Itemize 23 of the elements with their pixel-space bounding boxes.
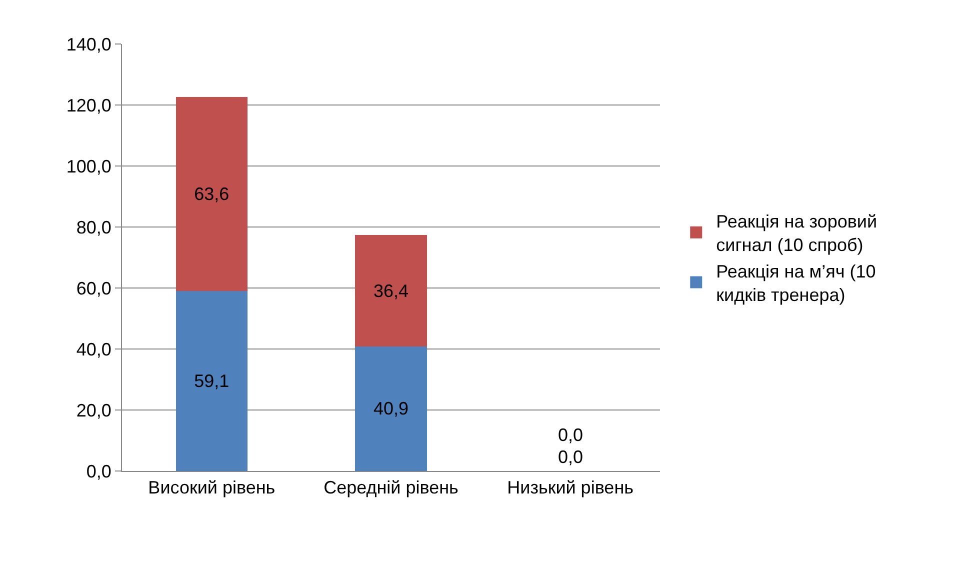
legend-label: Реакція на зоровий сигнал (10 спроб) <box>716 212 878 256</box>
legend-label: Реакція на м’яч (10 кидків тренера) <box>716 262 876 305</box>
x-tick-label: Середній рівень <box>324 478 458 498</box>
y-tick-label: 40,0 <box>76 339 112 360</box>
bar <box>176 96 248 291</box>
y-tick-label: 140,0 <box>66 34 112 54</box>
data-label: 36,4 <box>373 280 409 301</box>
y-tick-label: 0,0 <box>86 461 112 482</box>
data-label: 59,1 <box>194 370 230 391</box>
x-tick-label: Високий рівень <box>148 478 276 498</box>
data-label: 63,6 <box>194 184 230 204</box>
y-tick-label: 80,0 <box>76 217 112 238</box>
data-label: 40,9 <box>373 398 409 419</box>
data-label: 0,0 <box>558 447 584 467</box>
data-label: 0,0 <box>558 425 584 445</box>
y-tick-label: 20,0 <box>76 400 112 420</box>
x-tick-label: Низький рівень <box>507 478 634 498</box>
y-tick-label: 100,0 <box>66 156 112 176</box>
y-tick-label: 60,0 <box>76 278 112 298</box>
bar <box>176 290 248 471</box>
bar <box>355 235 427 346</box>
bar <box>355 346 427 471</box>
y-tick-label: 120,0 <box>66 95 112 116</box>
